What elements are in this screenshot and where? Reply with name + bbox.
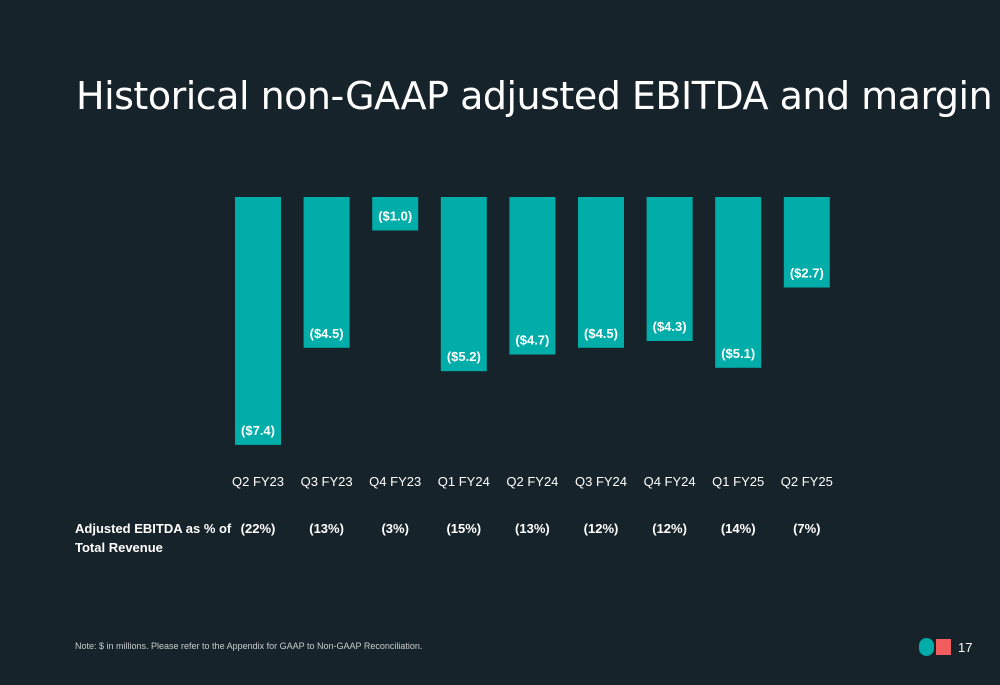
page-number: 17 xyxy=(958,640,973,655)
x-tick-label: Q1 FY25 xyxy=(712,474,764,489)
x-tick-label: Q4 FY23 xyxy=(369,474,421,489)
bar-data-label: ($5.1) xyxy=(721,346,755,361)
margin-value: (13%) xyxy=(309,521,344,536)
bar-data-label: ($7.4) xyxy=(241,423,275,438)
margin-value: (14%) xyxy=(720,521,756,536)
bar-data-label: ($2.7) xyxy=(790,265,824,280)
x-tick-label: Q1 FY24 xyxy=(438,474,490,489)
bar-data-label: ($4.7) xyxy=(515,333,549,348)
bar-q1-fy24 xyxy=(440,197,487,372)
ebitda-bar-chart: ($7.4) Q2 FY23 ($4.5) Q3 FY23 ($1.0) Q4 FY23 (… xyxy=(232,197,833,489)
bar-data-label: ($4.3) xyxy=(653,319,687,334)
page-title: Historical non-GAAP adjusted EBITDA and … xyxy=(76,74,993,118)
bar-q4-fy23 xyxy=(372,197,419,231)
x-tick-label: Q4 FY24 xyxy=(644,474,696,489)
margin-value: (12%) xyxy=(652,521,687,536)
bar-q1-fy25 xyxy=(715,197,762,368)
bar-data-label: ($4.5) xyxy=(584,326,618,341)
bar-q4-fy24 xyxy=(646,197,693,341)
bar-data-label: ($4.5) xyxy=(310,326,344,341)
x-tick-label: Q2 FY24 xyxy=(506,474,558,489)
bar-q2-fy24 xyxy=(509,197,556,355)
company-logo xyxy=(919,638,951,656)
x-tick-label: Q3 FY23 xyxy=(301,474,353,489)
bar-data-label: ($5.2) xyxy=(447,349,481,364)
bar-q2-fy23 xyxy=(235,197,281,445)
x-tick-label: Q3 FY24 xyxy=(575,474,627,489)
footnote: Note: $ in millions. Please refer to the… xyxy=(75,641,423,651)
x-tick-label: Q2 FY23 xyxy=(232,474,284,489)
bar-data-label: ($1.0) xyxy=(378,209,412,224)
margin-value: (7%) xyxy=(793,521,821,536)
logo-circle-mark xyxy=(919,638,934,656)
bar-q3-fy24 xyxy=(578,197,624,348)
margin-value: (22%) xyxy=(240,521,276,536)
ebitda-margin-row: Adjusted EBITDA as % of Total Revenue (2… xyxy=(75,519,935,563)
margin-row-label: Adjusted EBITDA as % of Total Revenue xyxy=(75,521,232,555)
bar-q3-fy23 xyxy=(303,197,350,348)
margin-value: (15%) xyxy=(446,521,482,536)
margin-value: (12%) xyxy=(583,521,619,536)
x-tick-label: Q2 FY25 xyxy=(781,474,833,489)
margin-value: (3%) xyxy=(381,521,409,536)
logo-square-mark xyxy=(936,639,951,655)
margin-value: (13%) xyxy=(515,521,550,536)
bar-q2-fy25 xyxy=(783,197,830,288)
